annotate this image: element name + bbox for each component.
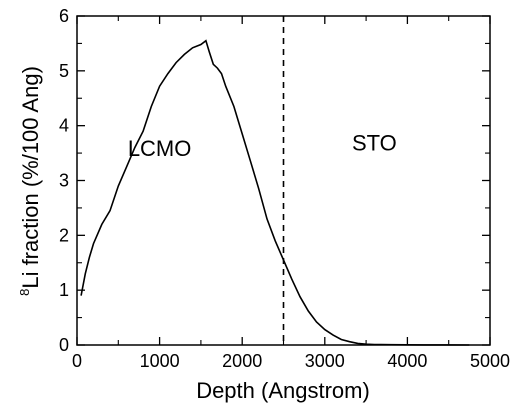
annotation-sto: STO xyxy=(352,130,397,155)
x-axis-label: Depth (Angstrom) xyxy=(196,378,370,403)
y-tick-label: 1 xyxy=(59,280,69,300)
x-tick-label: 1000 xyxy=(140,351,180,371)
series-line xyxy=(80,39,470,346)
x-tick-label: 4000 xyxy=(387,351,427,371)
y-tick-label: 4 xyxy=(59,116,69,136)
y-tick-label: 2 xyxy=(59,225,69,245)
y-tick-label: 6 xyxy=(59,6,69,26)
y-tick-label: 0 xyxy=(59,335,69,355)
x-tick-label: 2000 xyxy=(222,351,262,371)
y-axis-label-superscript: 8 xyxy=(17,289,32,296)
tick-labels: 0 1000 2000 3000 4000 5000 0 1 2 3 4 5 6 xyxy=(59,6,510,371)
x-tick-label: 5000 xyxy=(470,351,510,371)
y-axis-label-text: Li fraction (%/100 Ang) xyxy=(18,66,43,289)
y-tick-label: 5 xyxy=(59,61,69,81)
x-tick-label: 0 xyxy=(72,351,82,371)
annotation-lcmo: LCMO xyxy=(128,136,192,161)
y-axis-label: 8Li fraction (%/100 Ang) xyxy=(17,66,43,296)
y-tick-label: 3 xyxy=(59,171,69,191)
x-tick-label: 3000 xyxy=(305,351,345,371)
